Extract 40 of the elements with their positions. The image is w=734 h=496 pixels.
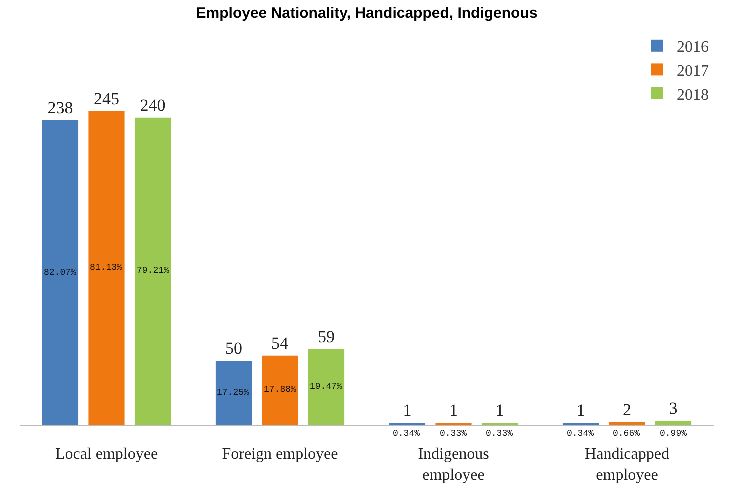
x-tick-label: Foreign employee [222, 446, 338, 464]
bar [609, 422, 646, 425]
bar [262, 356, 298, 425]
legend-label: 2017 [677, 62, 709, 80]
legend-label: 2016 [677, 39, 709, 56]
annotation: 79.21% [137, 266, 170, 276]
legend-label: 2018 [677, 86, 709, 104]
data-label: 54 [272, 334, 289, 353]
data-label: 1 [450, 401, 458, 420]
data-label: 3 [669, 399, 678, 418]
x-tick-label: Handicapped employee [585, 446, 670, 484]
data-label: 59 [318, 328, 336, 346]
chart-title: Employee Nationality, Handicapped, Indigenous [196, 4, 538, 22]
bar [88, 112, 125, 425]
bar [655, 421, 692, 425]
data-label: 2 [623, 400, 632, 420]
annotation: 17.25% [217, 388, 250, 398]
x-tick-label: Indigenous employee [418, 446, 490, 484]
data-label: 1 [496, 401, 504, 420]
text: 0.99% [660, 429, 688, 439]
data-label: 1 [576, 401, 586, 420]
annotation: 19.47% [310, 382, 344, 392]
annotation: 81.13% [90, 263, 124, 273]
bar [42, 120, 79, 425]
data-label: 245 [94, 90, 120, 108]
text: 0.66% [613, 429, 641, 439]
text: 0.33% [440, 429, 468, 439]
bar [134, 118, 172, 425]
text: 0.33% [486, 429, 514, 439]
x-tick-label: Local employee [55, 446, 158, 464]
bar [216, 361, 252, 425]
text: 0.34% [393, 429, 421, 439]
data-label: 1 [403, 401, 412, 420]
data-label: 238 [48, 98, 74, 118]
annotation: 17.88% [264, 385, 298, 395]
annotation: 82.07% [44, 268, 78, 278]
data-label: 50 [225, 339, 242, 358]
bar [308, 350, 345, 425]
data-label: 240 [140, 96, 166, 115]
text: 0.34% [567, 429, 595, 439]
